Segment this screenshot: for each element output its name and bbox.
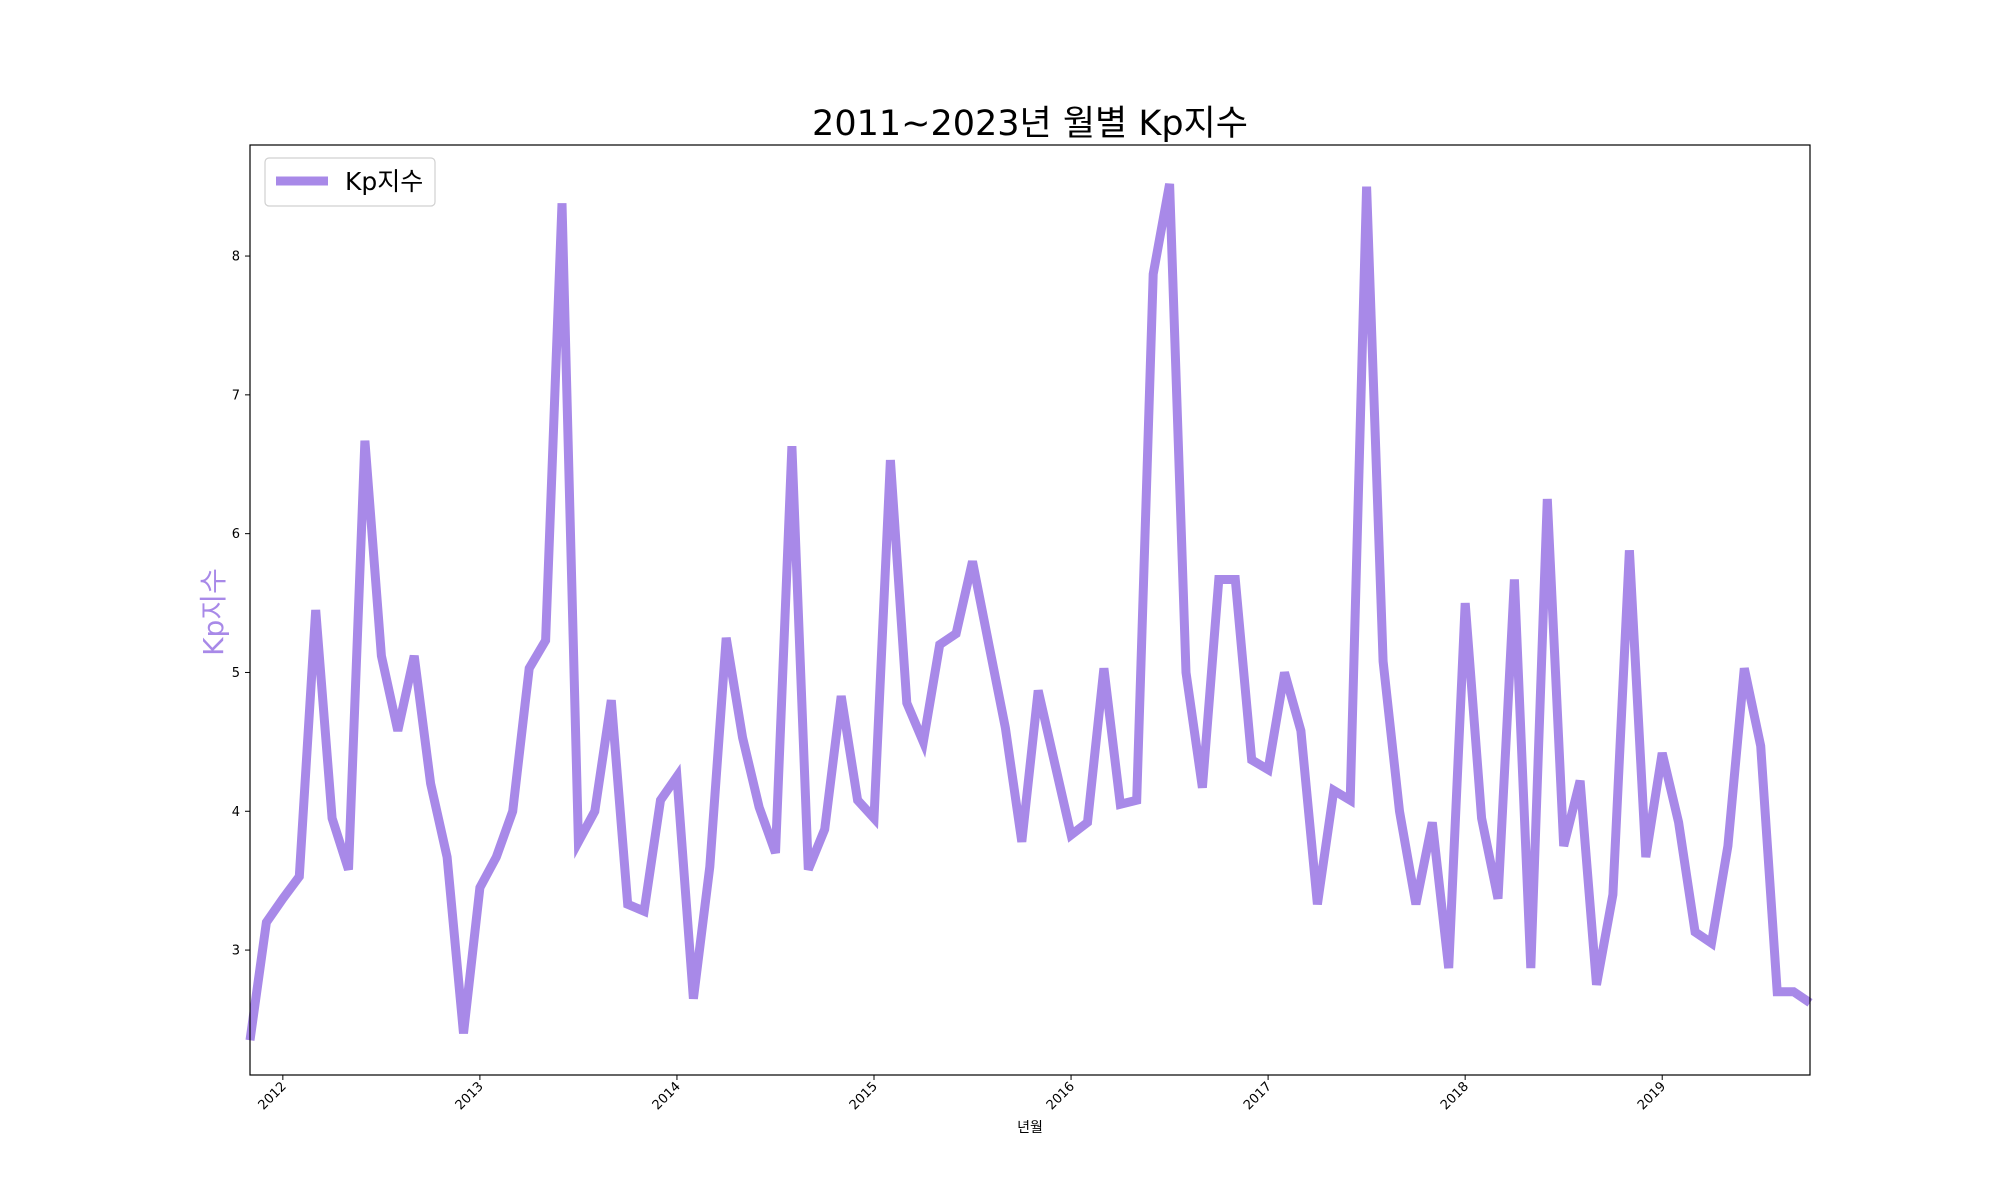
x-tick-label: 2013	[453, 1079, 487, 1113]
legend: Kp지수	[264, 157, 436, 207]
x-axis: 2012 2013 2014 2015 2016 2017 2018 2019	[256, 1075, 1669, 1113]
legend-box	[264, 157, 436, 207]
y-tick-label: 7	[232, 388, 240, 403]
x-tick-label: 2012	[256, 1079, 290, 1113]
y-tick-label: 6	[232, 527, 240, 542]
x-tick-label: 2019	[1635, 1079, 1669, 1113]
x-tick-label: 2015	[847, 1079, 881, 1113]
chart-title: 2011~2023년 월별 Kp지수	[812, 104, 1248, 144]
plot-background	[250, 145, 1810, 1075]
plot-area	[245, 144, 1813, 1076]
y-tick-label: 3	[232, 944, 240, 959]
series-line-kp	[245, 183, 1813, 1041]
x-tick-label: 2016	[1044, 1079, 1078, 1113]
legend-label-kp: Kp지수	[345, 167, 423, 196]
x-axis-label: 년월	[1017, 1120, 1043, 1136]
y-axis: 3 4 5 6 7 8	[232, 250, 250, 959]
y-tick-label: 5	[232, 666, 240, 681]
y-axis-label: Kp지수	[197, 568, 230, 656]
plot-frame	[249, 144, 1811, 1076]
y-tick-label: 8	[232, 250, 240, 265]
x-tick-label: 2017	[1241, 1079, 1275, 1113]
x-tick-label: 2014	[650, 1079, 684, 1113]
y-tick-label: 4	[232, 805, 240, 820]
x-tick-label: 2018	[1438, 1079, 1472, 1113]
